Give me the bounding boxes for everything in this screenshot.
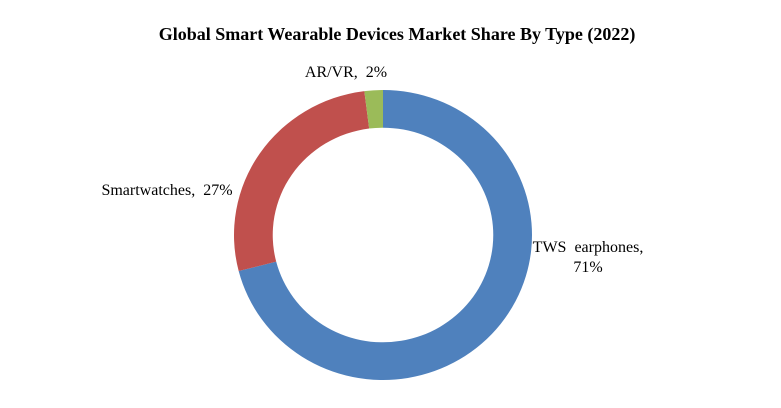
data-label-tws-earphones-line1: TWS earphones, xyxy=(532,239,644,256)
data-label-ar-vr: AR/VR, 2% xyxy=(304,64,388,81)
data-label-tws-earphones: TWS earphones, 71% xyxy=(533,238,644,278)
data-label-tws-earphones-line2: 71% xyxy=(573,259,603,276)
donut-segment-ar-vr xyxy=(364,90,383,129)
donut-segment-smartwatches xyxy=(233,91,370,272)
chart-title: Global Smart Wearable Devices Market Sha… xyxy=(158,24,636,44)
data-label-smartwatches: Smartwatches, 27% xyxy=(101,182,233,199)
